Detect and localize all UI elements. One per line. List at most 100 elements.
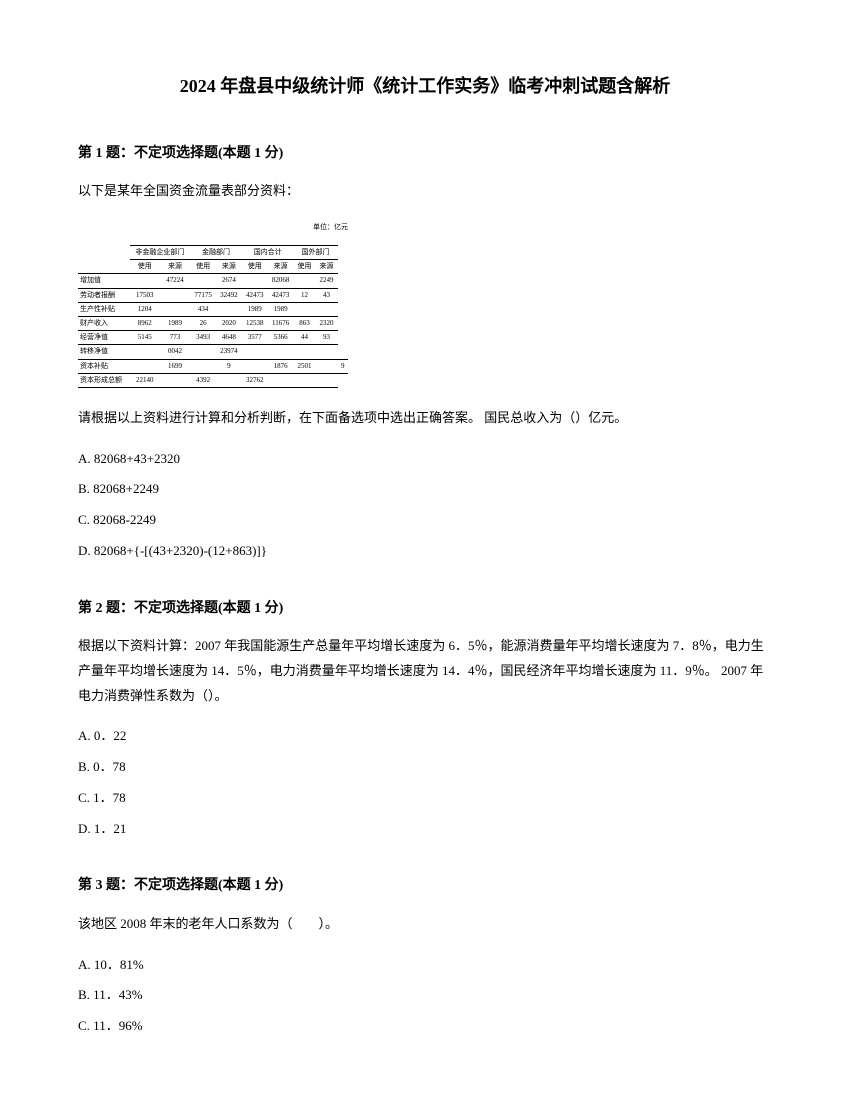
table-cell: 26 [190,317,216,331]
table-cell: 2020 [216,317,242,331]
table-cell: 17503 [130,288,160,302]
q2-option-d: D. 1．21 [78,819,772,840]
table-cell [294,345,316,359]
table-cell: 4648 [216,331,242,345]
q2-body: 根据以下资料计算：2007 年我国能源生产总量年平均增长速度为 6．5％，能源消… [78,634,772,708]
row-label: 转移净值 [78,345,130,359]
table-cell: 1989 [160,317,190,331]
table-cell [190,359,216,373]
q1-option-c: C. 82068-2249 [78,510,772,531]
table-row: 经营净值514577334934648357753664493 [78,331,348,345]
q1-intro: 以下是某年全国资金流量表部分资料： [78,179,772,204]
q3-header: 第 3 题：不定项选择题(本题 1 分) [78,875,772,897]
table-cell [316,302,338,316]
q1-header: 第 1 题：不定项选择题(本题 1 分) [78,143,772,165]
table-cell [316,373,338,387]
table-cell [294,373,316,387]
data-table: 非金融企业部门 金融部门 国内合计 国外部门 使用 来源 使用 来源 使用 来源… [78,245,348,388]
table-cell: 42473 [268,288,294,302]
table-cell: 11676 [268,317,294,331]
q3-option-b: B. 11．43% [78,985,772,1006]
q2-option-c: C. 1．78 [78,788,772,809]
table-cell: 3577 [242,331,268,345]
table-cell [294,274,316,288]
table-cell: 42473 [242,288,268,302]
table-row: 转移净值 0042 23974 [78,345,348,359]
table-row: 劳动者报酬17503771753249242473424731243 [78,288,348,302]
row-label: 劳动者报酬 [78,288,130,302]
row-label: 增加值 [78,274,130,288]
table-cell: 863 [294,317,316,331]
q3-option-a: A. 10．81% [78,955,772,976]
table-cell [130,274,160,288]
q2-option-a: A. 0．22 [78,726,772,747]
table-cell: 9 [338,359,349,373]
table-cell: 9 [216,359,242,373]
q1-option-b: B. 82068+2249 [78,479,772,500]
table-cell: 3493 [190,331,216,345]
table-cell [160,373,190,387]
table-cell: 2501 [294,359,316,373]
table-cell: 93 [316,331,338,345]
table-cell: 434 [190,302,216,316]
table-cell: 4392 [190,373,216,387]
table-cell: 2674 [216,274,242,288]
q1-option-d: D. 82068+{-[(43+2320)-(12+863)]} [78,541,772,562]
table-cell [190,274,216,288]
table-cell: 1989 [242,302,268,316]
page-title: 2024 年盘县中级统计师《统计工作实务》临考冲刺试题含解析 [78,72,772,101]
table-cell: 1989 [268,302,294,316]
table-cell: 82068 [268,274,294,288]
table-cell: 1876 [268,359,294,373]
table-cell: 8962 [130,317,160,331]
q3-option-c: C. 11．96% [78,1016,772,1037]
table-row: 资本补贴16999187625019 [78,359,348,373]
q3-body: 该地区 2008 年末的老年人口系数为（ ）。 [78,912,772,937]
table-cell: 77175 [190,288,216,302]
table-cell: 32492 [216,288,242,302]
row-label: 资本形成总额 [78,373,130,387]
table-cell [216,302,242,316]
table-cell [316,359,338,373]
table-header-1: 非金融企业部门 金融部门 国内合计 国外部门 [78,246,348,260]
table-cell [242,359,268,373]
table-cell [268,373,294,387]
table-cell: 2320 [316,317,338,331]
table-cell [268,345,294,359]
table-row: 生产性补贴1204 434 19891989 [78,302,348,316]
row-label: 财产收入 [78,317,130,331]
table-cell [242,345,268,359]
table-cell: 1204 [130,302,160,316]
question-1: 第 1 题：不定项选择题(本题 1 分) 以下是某年全国资金流量表部分资料： 单… [78,143,772,562]
q2-option-b: B. 0．78 [78,757,772,778]
table-header-2: 使用 来源 使用 来源 使用 来源 使用 来源 [78,260,348,274]
table-cell [160,302,190,316]
table-body: 增加值 47224 2674 82068 2249 劳动者报酬17503 771753249… [78,274,348,388]
question-2: 第 2 题：不定项选择题(本题 1 分) 根据以下资料计算：2007 年我国能源… [78,598,772,840]
table-cell: 5366 [268,331,294,345]
table-cell [130,359,160,373]
q1-prompt: 请根据以上资料进行计算和分析判断，在下面备选项中选出正确答案。 国民总收入为（）… [78,406,772,431]
table-unit: 单位：亿元 [78,222,348,233]
table-cell: 12 [294,288,316,302]
table-cell: 0042 [160,345,190,359]
row-label: 资本补贴 [78,359,130,373]
table-cell [190,345,216,359]
table-cell: 44 [294,331,316,345]
table-cell: 23974 [216,345,242,359]
row-label: 经营净值 [78,331,130,345]
table-cell: 47224 [160,274,190,288]
table-cell [160,288,190,302]
table-cell [316,345,338,359]
table-cell [242,274,268,288]
row-label: 生产性补贴 [78,302,130,316]
table-cell: 43 [316,288,338,302]
table-row: 资本形成总额22140 4392 32762 [78,373,348,387]
q2-header: 第 2 题：不定项选择题(本题 1 分) [78,598,772,620]
q1-option-a: A. 82068+43+2320 [78,449,772,470]
table-cell: 22140 [130,373,160,387]
table-cell: 2249 [316,274,338,288]
table-cell: 32762 [242,373,268,387]
table-row: 增加值 47224 2674 82068 2249 [78,274,348,288]
table-cell: 5145 [130,331,160,345]
